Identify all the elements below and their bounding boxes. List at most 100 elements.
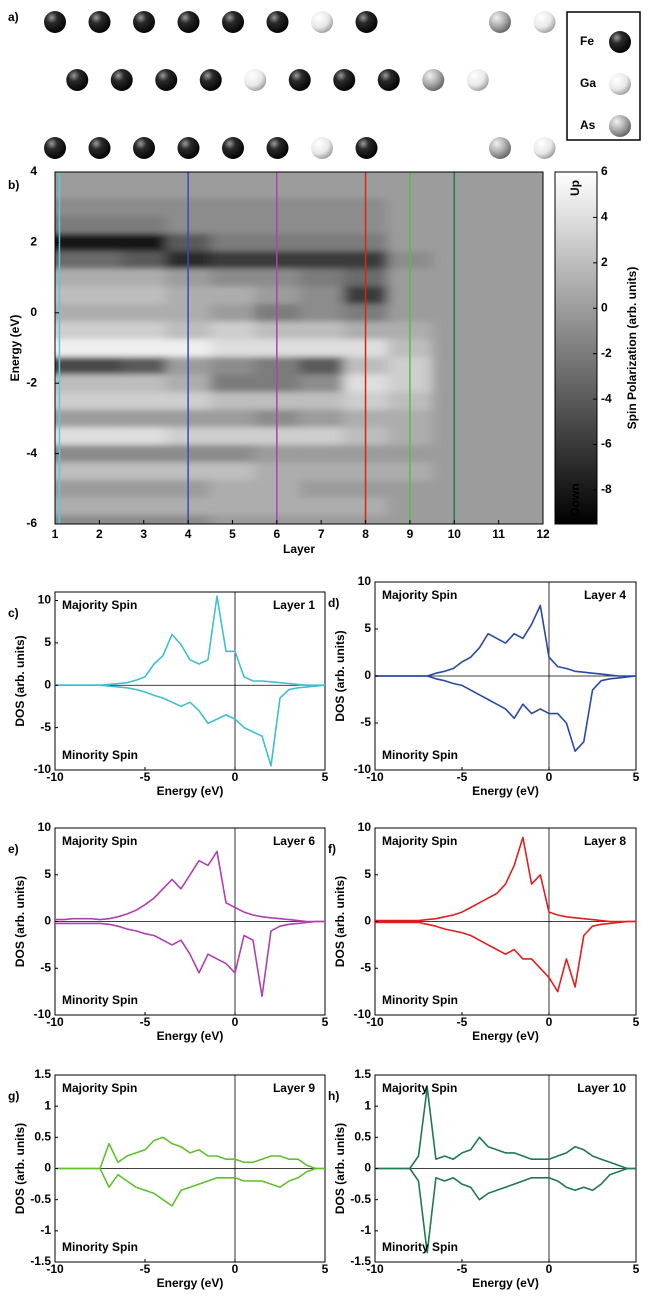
x-tick-label: 0 — [232, 1262, 239, 1276]
x-tick-label: -5 — [140, 1015, 151, 1029]
majority-label: Majority Spin — [382, 834, 457, 848]
y-tick-label: 0 — [364, 914, 371, 928]
atom — [88, 137, 111, 159]
heatmap-cell — [55, 172, 78, 182]
heatmap-cell — [121, 444, 167, 463]
x-tick-label: -10 — [46, 1015, 64, 1029]
heatmap-cell — [299, 286, 344, 305]
heatmap-cell — [77, 480, 123, 499]
heatmap-cell — [210, 462, 256, 481]
legend-atom — [609, 73, 631, 95]
legend-atom — [609, 31, 631, 53]
heatmap-cell — [210, 172, 256, 182]
x-tick-label: 5 — [633, 1015, 640, 1029]
heatmap-cell — [520, 427, 543, 446]
colorbar-tick-label: -4 — [601, 391, 612, 405]
y-axis-label: DOS (arb. units) — [13, 635, 27, 726]
x-tick-label: -5 — [457, 1015, 468, 1029]
legend-label: Ga — [580, 76, 596, 90]
heatmap-cell — [476, 233, 522, 252]
y-tick-label: -5 — [360, 715, 371, 729]
y-tick-label: 0 — [44, 1161, 51, 1175]
heatmap-cell — [520, 286, 543, 305]
y-tick-label: 5 — [364, 867, 371, 881]
heatmap-cell — [299, 392, 344, 411]
colorbar-tick-label: 4 — [601, 210, 608, 224]
heatmap-cell — [299, 374, 344, 393]
heatmap-cell — [210, 304, 256, 323]
y-tick-label: -1.5 — [350, 1254, 371, 1268]
heatmap-cell — [476, 321, 522, 340]
x-tick-label: 5 — [633, 770, 640, 784]
heatmap-cell — [520, 462, 543, 481]
colorbar-tick-label: 6 — [601, 164, 608, 178]
heatmap-cell — [520, 497, 543, 516]
heatmap-cell — [121, 392, 167, 411]
heatmap-cell — [299, 462, 344, 481]
panel-label: f) — [328, 842, 336, 856]
y-tick-label: -1 — [360, 1223, 371, 1237]
y-tick-label: -10 — [34, 1007, 52, 1021]
minority-label: Minority Spin — [382, 1240, 458, 1254]
x-tick-label: -10 — [366, 1262, 384, 1276]
colorbar-top-label: Up — [568, 180, 582, 196]
x-tick-label: -5 — [457, 1262, 468, 1276]
y-tick-label: 2 — [30, 235, 37, 249]
heatmap-cell — [121, 515, 167, 524]
y-tick-label: 0.5 — [34, 1130, 51, 1144]
majority-label: Majority Spin — [382, 1081, 457, 1095]
heatmap-cell — [299, 321, 344, 340]
y-tick-label: 0 — [364, 668, 371, 682]
heatmap-cell — [55, 409, 78, 428]
heatmap-cell — [520, 444, 543, 463]
x-axis-label: Energy (eV) — [157, 1029, 224, 1043]
x-axis-label: Energy (eV) — [157, 1276, 224, 1290]
heatmap-cell — [77, 392, 123, 411]
x-tick-label: 5 — [229, 527, 236, 541]
colorbar-tick-label: 0 — [601, 300, 608, 314]
heatmap-cell — [476, 216, 522, 235]
x-axis-label: Energy (eV) — [472, 1276, 539, 1290]
majority-label: Majority Spin — [62, 598, 137, 612]
x-tick-label: -10 — [366, 770, 384, 784]
x-tick-label: 0 — [232, 1015, 239, 1029]
y-axis-label: DOS (arb. units) — [13, 1123, 27, 1214]
atom — [44, 11, 66, 33]
heatmap-cell — [77, 180, 123, 199]
heatmap-cell — [77, 427, 123, 446]
heatmap-cell — [210, 427, 256, 446]
atom — [311, 11, 333, 33]
heatmap-cell — [210, 392, 256, 411]
heatmap-cell — [476, 427, 522, 446]
atom — [88, 11, 111, 33]
heatmap-cell — [476, 409, 522, 428]
heatmap-cell — [520, 304, 543, 323]
legend-label: Fe — [580, 34, 594, 48]
y-tick-label: -10 — [354, 1007, 372, 1021]
heatmap-cell — [299, 339, 344, 358]
heatmap-cell — [476, 251, 522, 270]
y-tick-label: -10 — [34, 762, 52, 776]
heatmap-cell — [210, 356, 256, 375]
y-tick-label: 0 — [44, 914, 51, 928]
y-tick-label: -0.5 — [350, 1192, 371, 1206]
heatmap-cell — [121, 304, 167, 323]
panel-label: a) — [8, 10, 19, 24]
heatmap-cell — [520, 392, 543, 411]
heatmap-cell — [77, 321, 123, 340]
atom — [133, 11, 155, 33]
atom — [222, 11, 244, 33]
atom — [288, 69, 311, 91]
heatmap-cell — [476, 356, 522, 375]
heatmap-cell — [77, 268, 123, 287]
atom — [266, 11, 289, 33]
atom — [177, 137, 200, 159]
x-tick-label: -5 — [457, 770, 468, 784]
y-tick-label: -5 — [40, 960, 51, 974]
panel-label: b) — [8, 178, 19, 192]
atom — [110, 69, 133, 91]
heatmap-cell — [55, 233, 78, 252]
heatmap-cell — [210, 286, 256, 305]
x-tick-label: 5 — [322, 1015, 329, 1029]
x-tick-label: -10 — [46, 1262, 64, 1276]
